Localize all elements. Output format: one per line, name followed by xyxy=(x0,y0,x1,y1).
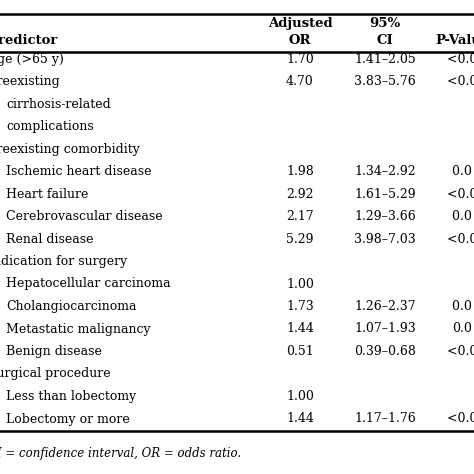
Text: Indication for surgery: Indication for surgery xyxy=(0,255,127,268)
Text: 1.41–2.05: 1.41–2.05 xyxy=(354,53,416,65)
Text: 1.00: 1.00 xyxy=(286,277,314,291)
Text: P-Value: P-Value xyxy=(435,34,474,46)
Text: complications: complications xyxy=(6,120,94,133)
Text: Benign disease: Benign disease xyxy=(6,345,102,358)
Text: 1.70: 1.70 xyxy=(286,53,314,65)
Text: Surgical procedure: Surgical procedure xyxy=(0,367,110,381)
Text: 1.34–2.92: 1.34–2.92 xyxy=(354,165,416,178)
Text: 3.98–7.03: 3.98–7.03 xyxy=(354,233,416,246)
Text: Age (>65 y): Age (>65 y) xyxy=(0,53,64,65)
Text: <0.0⁠: <0.0⁠ xyxy=(447,53,474,65)
Text: 1.29–3.66: 1.29–3.66 xyxy=(354,210,416,223)
Text: Hepatocellular carcinoma: Hepatocellular carcinoma xyxy=(6,277,171,291)
Text: 0.0⁠: 0.0⁠ xyxy=(452,300,472,313)
Text: 1.44: 1.44 xyxy=(286,412,314,426)
Text: 0.0⁠: 0.0⁠ xyxy=(452,210,472,223)
Text: <0.0⁠: <0.0⁠ xyxy=(447,345,474,358)
Text: 1.26–2.37: 1.26–2.37 xyxy=(354,300,416,313)
Text: Less than lobectomy: Less than lobectomy xyxy=(6,390,136,403)
Text: 1.44: 1.44 xyxy=(286,322,314,336)
Text: Preexisting comorbidity: Preexisting comorbidity xyxy=(0,143,140,155)
Text: Metastatic malignancy: Metastatic malignancy xyxy=(6,322,151,336)
Text: Cholangiocarcinoma: Cholangiocarcinoma xyxy=(6,300,137,313)
Text: 2.17: 2.17 xyxy=(286,210,314,223)
Text: CI = confidence interval, OR = odds ratio.: CI = confidence interval, OR = odds rati… xyxy=(0,447,241,460)
Text: 1.61–5.29: 1.61–5.29 xyxy=(354,188,416,201)
Text: 5.29: 5.29 xyxy=(286,233,314,246)
Text: 0.39–0.68: 0.39–0.68 xyxy=(354,345,416,358)
Text: Cerebrovascular disease: Cerebrovascular disease xyxy=(6,210,163,223)
Text: 1.00: 1.00 xyxy=(286,390,314,403)
Text: 3.83–5.76: 3.83–5.76 xyxy=(354,75,416,88)
Text: 0.51: 0.51 xyxy=(286,345,314,358)
Text: 95%: 95% xyxy=(369,17,401,29)
Text: 1.73: 1.73 xyxy=(286,300,314,313)
Text: <0.0⁠: <0.0⁠ xyxy=(447,412,474,426)
Text: 0.0⁠: 0.0⁠ xyxy=(452,165,472,178)
Text: CI: CI xyxy=(377,34,393,46)
Text: 2.92: 2.92 xyxy=(286,188,314,201)
Text: 4.70: 4.70 xyxy=(286,75,314,88)
Text: Lobectomy or more: Lobectomy or more xyxy=(6,412,130,426)
Text: <0.0⁠: <0.0⁠ xyxy=(447,233,474,246)
Text: Ischemic heart disease: Ischemic heart disease xyxy=(6,165,152,178)
Text: Adjusted: Adjusted xyxy=(268,17,332,29)
Text: 1.17–1.76: 1.17–1.76 xyxy=(354,412,416,426)
Text: cirrhosis-related: cirrhosis-related xyxy=(6,98,111,110)
Text: Heart failure: Heart failure xyxy=(6,188,88,201)
Text: <0.0⁠: <0.0⁠ xyxy=(447,75,474,88)
Text: 1.07–1.93: 1.07–1.93 xyxy=(354,322,416,336)
Text: Renal disease: Renal disease xyxy=(6,233,93,246)
Text: <0.0⁠: <0.0⁠ xyxy=(447,188,474,201)
Text: Predictor: Predictor xyxy=(0,34,57,46)
Text: Preexisting: Preexisting xyxy=(0,75,60,88)
Text: 1.98: 1.98 xyxy=(286,165,314,178)
Text: OR: OR xyxy=(289,34,311,46)
Text: 0.0: 0.0 xyxy=(452,322,472,336)
